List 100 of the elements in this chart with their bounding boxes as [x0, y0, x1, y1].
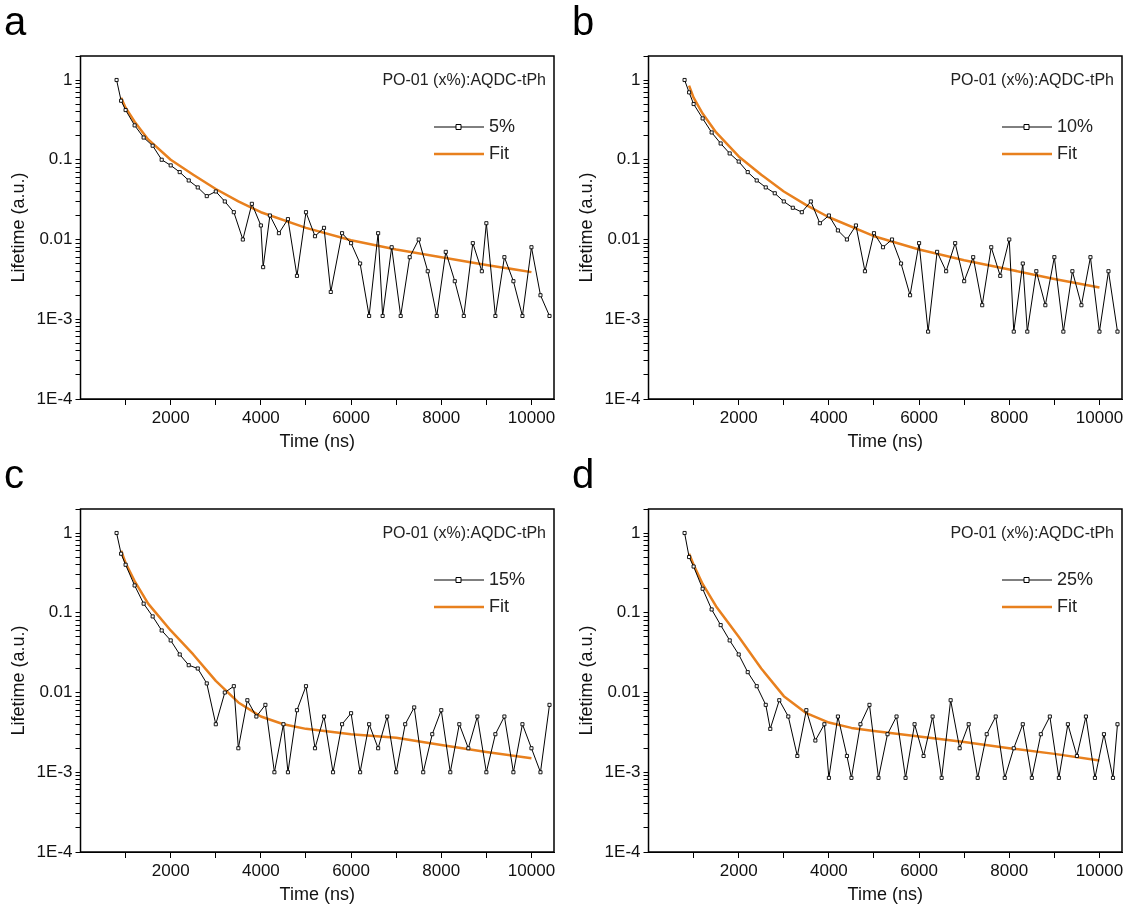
point: [114, 531, 119, 536]
x-tick-label: 2000: [719, 860, 758, 880]
point: [520, 722, 525, 727]
point: [1029, 775, 1034, 780]
point: [150, 614, 155, 619]
y-tick-label: 1E-4: [36, 841, 73, 861]
point: [349, 241, 354, 246]
point: [358, 261, 363, 266]
legend-label: Fit: [489, 142, 509, 163]
point: [790, 205, 795, 210]
y-tick-label: 1E-4: [604, 388, 641, 408]
point: [984, 732, 989, 737]
point: [285, 217, 290, 222]
point: [222, 690, 227, 695]
point: [691, 102, 696, 107]
point: [267, 213, 272, 218]
point: [709, 130, 714, 135]
point: [132, 123, 137, 128]
point: [754, 178, 759, 183]
point: [340, 722, 345, 727]
y-tick-label: 0.1: [48, 149, 73, 169]
point: [177, 170, 182, 175]
point: [430, 732, 435, 737]
point: [835, 228, 840, 233]
point: [376, 231, 381, 236]
point: [493, 313, 498, 318]
point: [930, 714, 935, 719]
point: [261, 265, 266, 270]
point: [944, 269, 949, 274]
point: [141, 601, 146, 606]
point: [799, 210, 804, 215]
point: [890, 237, 895, 242]
point: [398, 313, 403, 318]
point: [204, 194, 209, 199]
point: [1038, 732, 1043, 737]
point: [998, 273, 1003, 278]
point: [452, 279, 457, 284]
point: [844, 237, 849, 242]
point: [876, 775, 881, 780]
point: [434, 313, 439, 318]
y-tick-label: 1E-4: [604, 841, 641, 861]
point: [745, 170, 750, 175]
y-tick-label: 1E-3: [36, 308, 73, 328]
x-tick-label: 8000: [422, 407, 461, 427]
point: [858, 722, 863, 727]
point: [195, 666, 200, 671]
x-tick-label: 4000: [241, 860, 280, 880]
point: [1079, 303, 1084, 308]
point: [421, 770, 426, 775]
point: [1025, 329, 1030, 334]
x-tick-label: 10000: [1075, 407, 1124, 427]
point: [871, 231, 876, 236]
legend-label: 15%: [489, 568, 526, 589]
point: [358, 770, 363, 775]
x-tick-label: 4000: [809, 860, 848, 880]
point: [777, 698, 782, 703]
point: [786, 714, 791, 719]
point: [1092, 775, 1097, 780]
point: [822, 722, 827, 727]
y-tick-label: 1: [63, 522, 73, 542]
y-tick-label: 0.01: [607, 229, 641, 249]
y-tick-label: 1: [631, 69, 641, 89]
y-tick-label: 1E-3: [604, 761, 641, 781]
point: [502, 255, 507, 260]
point: [403, 722, 408, 727]
point: [263, 702, 268, 707]
point: [1083, 714, 1088, 719]
point: [186, 178, 191, 183]
point: [1002, 775, 1007, 780]
point: [484, 221, 489, 226]
point: [159, 157, 164, 162]
point: [159, 628, 164, 633]
point: [394, 770, 399, 775]
point: [1088, 255, 1093, 260]
y-tick-label: 0.01: [607, 682, 641, 702]
point: [1061, 329, 1066, 334]
x-tick-label: 6000: [332, 407, 370, 427]
point: [123, 562, 128, 567]
point: [376, 746, 381, 751]
annotation: PO-01 (x%):AQDC-tPh: [382, 524, 546, 542]
point: [763, 185, 768, 190]
point: [479, 269, 484, 274]
point: [529, 746, 534, 751]
point: [380, 313, 385, 318]
x-tick-label: 2000: [719, 407, 758, 427]
x-tick-label: 4000: [241, 407, 280, 427]
point: [867, 702, 872, 707]
point: [195, 185, 200, 190]
point: [322, 714, 327, 719]
point: [687, 90, 692, 95]
point: [1020, 722, 1025, 727]
point: [236, 746, 241, 751]
point: [1043, 303, 1048, 308]
point: [416, 237, 421, 242]
point: [168, 163, 173, 168]
point: [254, 714, 259, 719]
point: [123, 108, 128, 113]
point: [844, 753, 849, 758]
point: [939, 775, 944, 780]
point: [966, 722, 971, 727]
